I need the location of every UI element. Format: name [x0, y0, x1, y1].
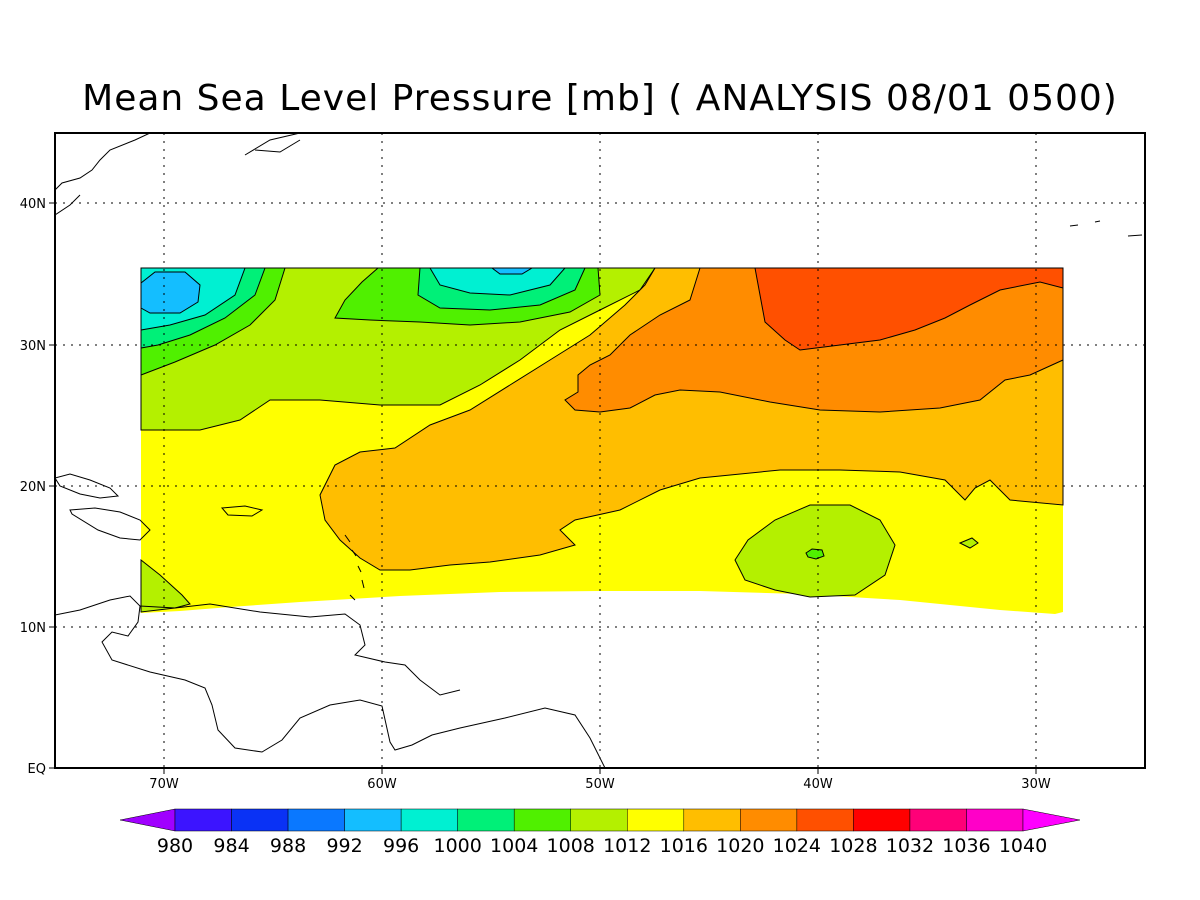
coastline-north-america [55, 133, 151, 216]
colorbar-box [287, 808, 345, 832]
pressure-region-1008 [805, 548, 825, 560]
colorbar-box [174, 808, 232, 832]
pressure-region-1028 [754, 267, 1064, 351]
lat-label-10n: 10N [20, 621, 46, 636]
lat-label-eq: EQ [28, 762, 46, 777]
lon-label-40w: 40W [803, 777, 833, 792]
map-title: Mean Sea Level Pressure [mb] ( ANALYSIS … [82, 78, 1118, 119]
lat-label-30n: 30N [20, 339, 46, 354]
pressure-region-1012 [140, 558, 191, 613]
colorbar: 980 984 988 992 996 1000 1004 1008 1012 1016 1020 1… [119, 808, 1081, 857]
colorbar-box [683, 808, 741, 832]
lon-label-50w: 50W [585, 777, 615, 792]
lat-label-40n: 40N [20, 197, 46, 212]
lon-label-70w: 70W [149, 777, 179, 792]
colorbar-label: 1008 [547, 835, 595, 857]
colorbar-label: 996 [383, 835, 419, 857]
colorbar-box [400, 808, 458, 832]
pressure-region-996 [490, 267, 534, 275]
colorbar-box [570, 808, 628, 832]
colorbar-arrow-high [1022, 808, 1081, 832]
lon-label-60w: 60W [367, 777, 397, 792]
colorbar-label: 1016 [660, 835, 708, 857]
colorbar-label: 980 [157, 835, 193, 857]
coastline-south-america [139, 603, 461, 696]
colorbar-box [740, 808, 798, 832]
colorbar-label: 1036 [942, 835, 990, 857]
colorbar-box [853, 808, 911, 832]
coastline-puerto-rico [220, 505, 264, 517]
lat-label-20n: 20N [20, 480, 46, 495]
tick-marks [49, 202, 1037, 774]
colorbar-label: 1028 [829, 835, 877, 857]
coastline-south-america [55, 595, 606, 768]
pressure-region-1000 [429, 267, 567, 296]
colorbar-box [627, 808, 685, 832]
lat-labels: 40N 30N 20N 10N EQ [20, 197, 46, 777]
colorbar-box [344, 808, 402, 832]
colorbar-label: 984 [213, 835, 249, 857]
coastline-azores [1069, 220, 1143, 237]
pressure-field [55, 133, 1143, 768]
colorbar-box [966, 808, 1024, 832]
colorbar-box [909, 808, 967, 832]
coastline-hispaniola [69, 507, 151, 541]
colorbar-label: 1004 [490, 835, 538, 857]
colorbar-box [457, 808, 515, 832]
coastline-nova-scotia [244, 133, 301, 156]
colorbar-box [796, 808, 854, 832]
colorbar-arrow-low [119, 808, 176, 832]
pressure-region-996 [140, 271, 201, 314]
colorbar-label: 992 [326, 835, 362, 857]
colorbar-label: 1024 [773, 835, 821, 857]
colorbar-label: 1012 [603, 835, 651, 857]
colorbar-box [513, 808, 571, 832]
coastlines [55, 133, 1143, 768]
lon-label-30w: 30W [1021, 777, 1051, 792]
colorbar-label: 1032 [886, 835, 934, 857]
colorbar-label: 1040 [999, 835, 1047, 857]
colorbar-box [231, 808, 289, 832]
pressure-region-1012 [958, 537, 979, 549]
coastline-lesser-antilles [344, 534, 365, 601]
coastline-cuba [55, 473, 120, 499]
colorbar-label: 1000 [433, 835, 481, 857]
lon-labels: 70W 60W 50W 40W 30W [149, 777, 1051, 792]
graticule [55, 133, 1145, 768]
colorbar-label: 1020 [716, 835, 764, 857]
colorbar-label: 988 [270, 835, 306, 857]
